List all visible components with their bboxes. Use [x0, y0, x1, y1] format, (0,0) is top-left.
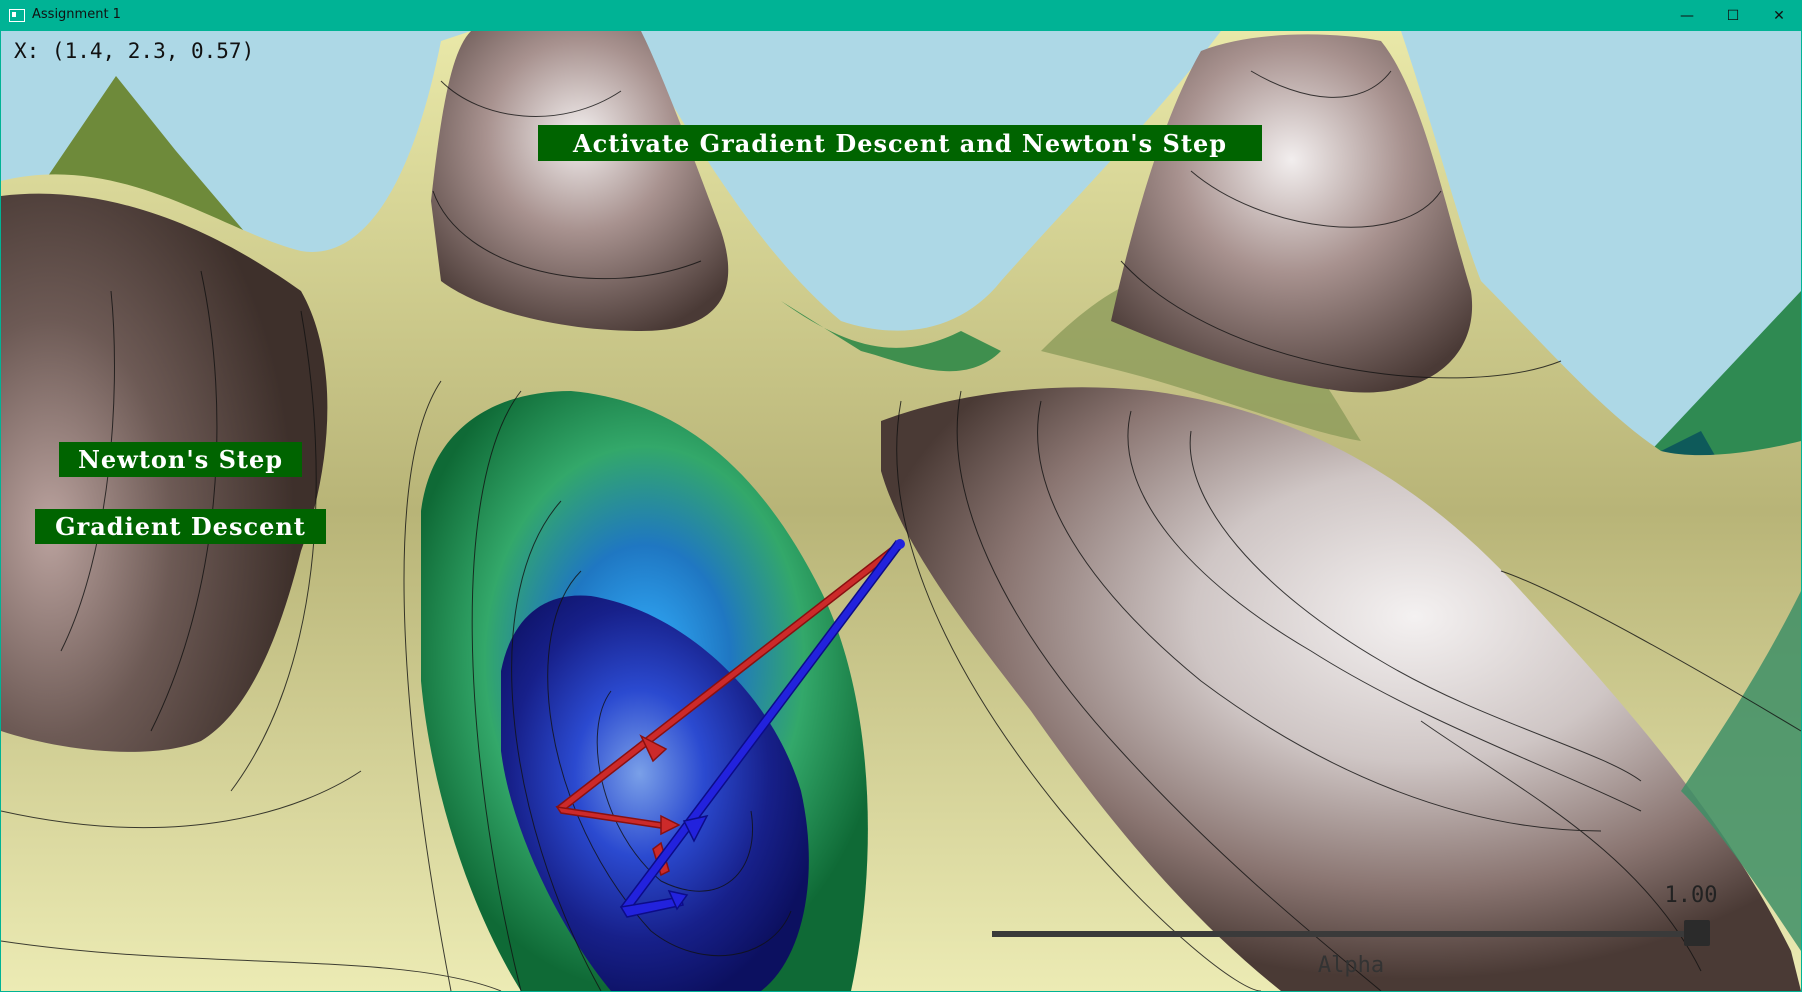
alpha-slider-track[interactable]: [992, 931, 1710, 937]
app-window-icon: [9, 9, 25, 22]
alpha-label: Alpha: [1317, 953, 1385, 978]
window-title: Assignment 1: [32, 7, 121, 22]
alpha-value: 1.00: [1664, 883, 1718, 908]
alpha-slider-thumb[interactable]: [1684, 920, 1710, 946]
newton-step-button[interactable]: Newton's Step: [59, 442, 302, 477]
coordinate-readout: X: (1.4, 2.3, 0.57): [14, 39, 255, 63]
activate-descent-button[interactable]: Activate Gradient Descent and Newton's S…: [538, 125, 1262, 161]
close-button[interactable]: ✕: [1773, 7, 1785, 24]
maximize-button[interactable]: ☐: [1726, 7, 1740, 24]
title-bar: Assignment 1 — ☐ ✕: [0, 0, 1802, 31]
minimize-button[interactable]: —: [1680, 7, 1694, 24]
gradient-descent-button[interactable]: Gradient Descent: [35, 509, 326, 544]
3d-viewport[interactable]: X: (1.4, 2.3, 0.57) Activate Gradient De…: [1, 31, 1801, 991]
